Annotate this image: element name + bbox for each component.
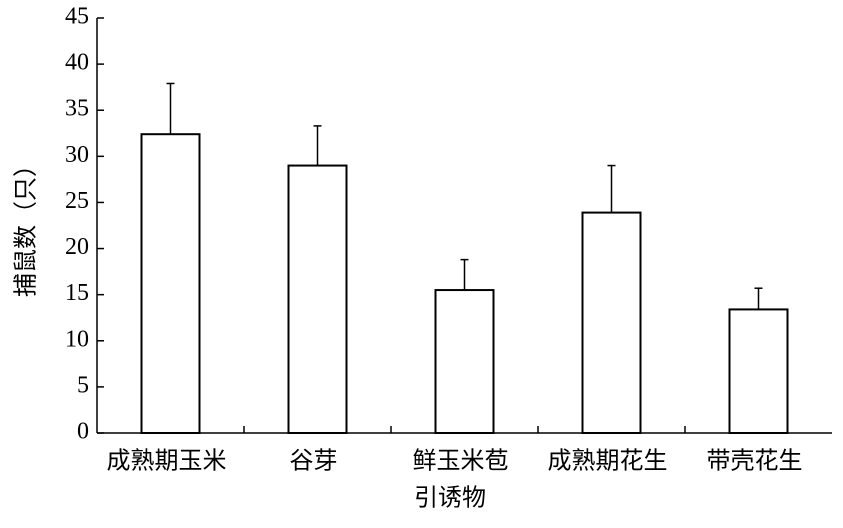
bar: [287, 164, 348, 435]
y-tick-label: 35: [65, 96, 89, 122]
y-tick-label: 10: [65, 326, 89, 352]
x-tick-label: 成熟期玉米: [107, 448, 227, 475]
bar: [140, 133, 201, 434]
x-axis-label: 引诱物: [414, 485, 486, 512]
bar: [434, 289, 495, 434]
y-tick-label: 25: [65, 188, 89, 214]
y-tick-label: 40: [65, 50, 89, 76]
y-tick-label: 20: [65, 234, 89, 260]
bar: [581, 211, 642, 434]
y-tick-label: 0: [77, 419, 89, 445]
y-tick-label: 30: [65, 142, 89, 168]
x-tick-label: 谷芽: [290, 448, 338, 475]
bar: [728, 308, 789, 434]
y-axis-label: 捕鼠数（只）: [13, 153, 40, 297]
x-tick-label: 成熟期花生: [548, 448, 668, 475]
x-tick-label: 鲜玉米苞: [413, 448, 509, 475]
y-tick-label: 15: [65, 280, 89, 306]
x-tick-label: 带壳花生: [707, 448, 803, 475]
y-tick-label: 45: [65, 4, 89, 30]
y-tick-label: 5: [77, 372, 89, 398]
